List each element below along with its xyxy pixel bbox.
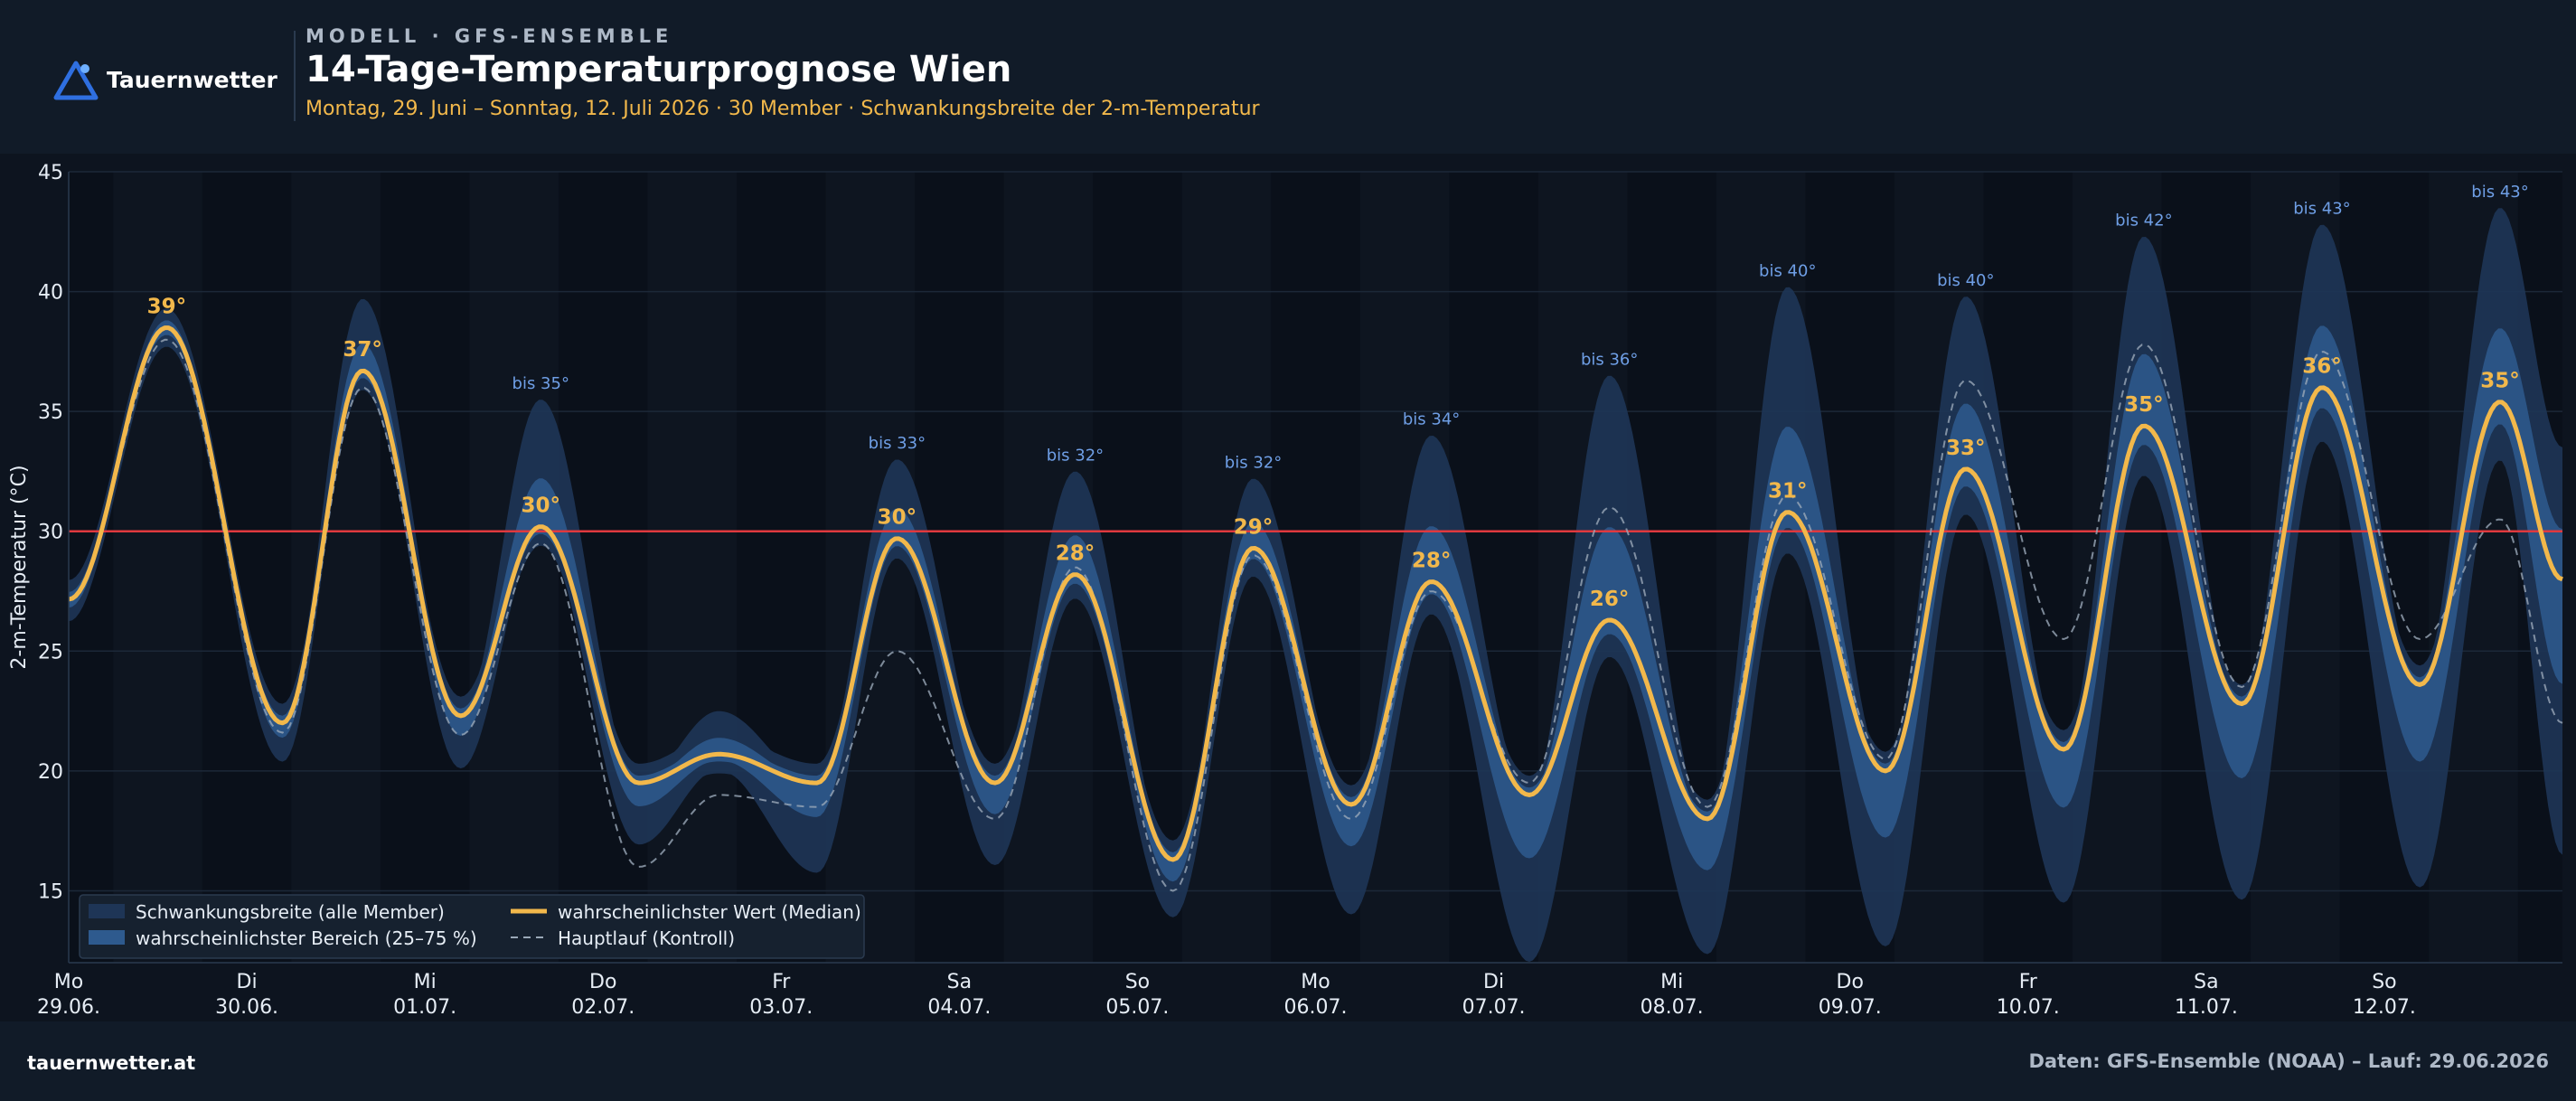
x-tick-day: So bbox=[2372, 971, 2396, 993]
x-tick-day: Do bbox=[589, 971, 616, 993]
x-tick-date: 02.07. bbox=[571, 996, 635, 1019]
model-kicker: MODELL · GFS-ENSEMBLE bbox=[306, 25, 673, 47]
chart-area: 39° 37° 30° bis 35° 30° bis 33° 28° bis 32° 29° b… bbox=[0, 154, 2576, 1021]
x-tick-day: Mi bbox=[1660, 971, 1683, 993]
x-tick-day: Sa bbox=[947, 971, 972, 993]
band-iqr bbox=[69, 320, 2562, 882]
y-tick-label: 45 bbox=[38, 162, 63, 184]
x-tick-date: 01.07. bbox=[393, 996, 456, 1019]
x-tick-date: 09.07. bbox=[1819, 996, 1882, 1019]
spread-max-label: bis 36° bbox=[1581, 350, 1638, 369]
legend-swatch-all bbox=[89, 904, 125, 918]
spread-max-label: bis 40° bbox=[1759, 261, 1816, 280]
temperature-chart: 39° 37° 30° bis 35° 30° bis 33° 28° bis 32° 29° b… bbox=[8, 162, 2563, 1019]
night-shade bbox=[380, 172, 470, 963]
y-tick-label: 15 bbox=[38, 880, 63, 903]
x-tick-date: 07.07. bbox=[1462, 996, 1526, 1019]
peak-label: 35° bbox=[2124, 393, 2164, 417]
peak-label: 30° bbox=[878, 506, 917, 530]
y-axis-label: 2-m-Temperatur (°C) bbox=[8, 465, 31, 669]
peak-label: 30° bbox=[521, 494, 560, 517]
legend-label: Schwankungsbreite (alle Member) bbox=[136, 901, 445, 923]
night-shade bbox=[202, 172, 292, 963]
y-tick-label: 40 bbox=[38, 282, 63, 305]
x-tick-day: Mo bbox=[54, 971, 83, 993]
y-tick-label: 30 bbox=[38, 522, 63, 544]
mountain-triangle-icon bbox=[53, 61, 99, 100]
median-line bbox=[68, 325, 2563, 862]
spread-max-label: bis 33° bbox=[869, 434, 926, 453]
spread-max-label: bis 42° bbox=[2115, 212, 2172, 231]
peak-label: 33° bbox=[1946, 437, 1986, 460]
y-tick-label: 25 bbox=[38, 641, 63, 663]
x-tick-day: Di bbox=[237, 971, 258, 993]
x-tick-day: Do bbox=[1837, 971, 1864, 993]
spread-max-label: bis 32° bbox=[1225, 453, 1282, 472]
x-tick-day: Fr bbox=[2019, 971, 2038, 993]
x-tick-day: Di bbox=[1483, 971, 1504, 993]
spread-max-label: bis 40° bbox=[1937, 271, 1994, 290]
spread-max-label: bis 43° bbox=[2471, 183, 2528, 202]
footer-site[interactable]: tauernwetter.at bbox=[27, 1052, 196, 1074]
spread-max-label: bis 43° bbox=[2293, 199, 2350, 218]
legend-box bbox=[79, 894, 865, 959]
x-tick-date: 03.07. bbox=[749, 996, 813, 1019]
page-subtitle: Montag, 29. Juni – Sonntag, 12. Juli 202… bbox=[306, 98, 1260, 120]
legend-label: wahrscheinlichster Bereich (25–75 %) bbox=[136, 927, 477, 949]
legend-label: wahrscheinlichster Wert (Median) bbox=[558, 901, 861, 923]
x-tick-date: 11.07. bbox=[2175, 996, 2238, 1019]
x-tick-date: 10.07. bbox=[1997, 996, 2060, 1019]
peak-label: 28° bbox=[1412, 549, 1452, 572]
spread-max-label: bis 35° bbox=[512, 374, 569, 393]
x-tick-day: So bbox=[1125, 971, 1150, 993]
peak-label: 36° bbox=[2302, 355, 2342, 379]
x-tick-date: 12.07. bbox=[2353, 996, 2416, 1019]
x-tick-day: Mi bbox=[414, 971, 437, 993]
brand-name: Tauernwetter bbox=[107, 66, 277, 93]
peak-label: 26° bbox=[1590, 588, 1630, 611]
header-divider bbox=[294, 31, 296, 121]
peak-label: 31° bbox=[1768, 480, 1808, 503]
y-tick-label: 20 bbox=[38, 761, 63, 784]
x-tick-day: Fr bbox=[772, 971, 791, 993]
x-tick-date: 04.07. bbox=[927, 996, 991, 1019]
legend-label: Hauptlauf (Kontroll) bbox=[558, 927, 735, 949]
peak-label: 39° bbox=[147, 295, 187, 318]
band-all-members bbox=[69, 208, 2562, 963]
peak-label: 35° bbox=[2480, 370, 2520, 393]
peak-label: 29° bbox=[1234, 515, 1274, 539]
spread-max-label: bis 34° bbox=[1403, 410, 1460, 429]
x-tick-date: 06.07. bbox=[1284, 996, 1348, 1019]
night-shade bbox=[1093, 172, 1182, 963]
x-tick-date: 05.07. bbox=[1105, 996, 1169, 1019]
x-tick-day: Sa bbox=[2194, 971, 2218, 993]
peak-label: 28° bbox=[1056, 541, 1095, 565]
x-tick-date: 29.06. bbox=[37, 996, 100, 1019]
footer-source: Daten: GFS-Ensemble (NOAA) – Lauf: 29.06… bbox=[2028, 1050, 2549, 1072]
header: Tauernwetter MODELL · GFS-ENSEMBLE 14-Ta… bbox=[0, 0, 2576, 154]
brand-logo[interactable]: Tauernwetter bbox=[52, 56, 277, 103]
y-tick-label: 35 bbox=[38, 401, 63, 424]
footer: tauernwetter.at Daten: GFS-Ensemble (NOA… bbox=[0, 1021, 2576, 1101]
x-tick-day: Mo bbox=[1301, 971, 1330, 993]
x-tick-date: 08.07. bbox=[1641, 996, 1704, 1019]
x-tick-date: 30.06. bbox=[215, 996, 278, 1019]
legend-swatch-iqr bbox=[89, 930, 125, 945]
spread-max-label: bis 32° bbox=[1047, 446, 1104, 465]
peak-label: 37° bbox=[343, 338, 382, 362]
page-title: 14-Tage-Temperaturprognose Wien bbox=[306, 49, 1012, 90]
